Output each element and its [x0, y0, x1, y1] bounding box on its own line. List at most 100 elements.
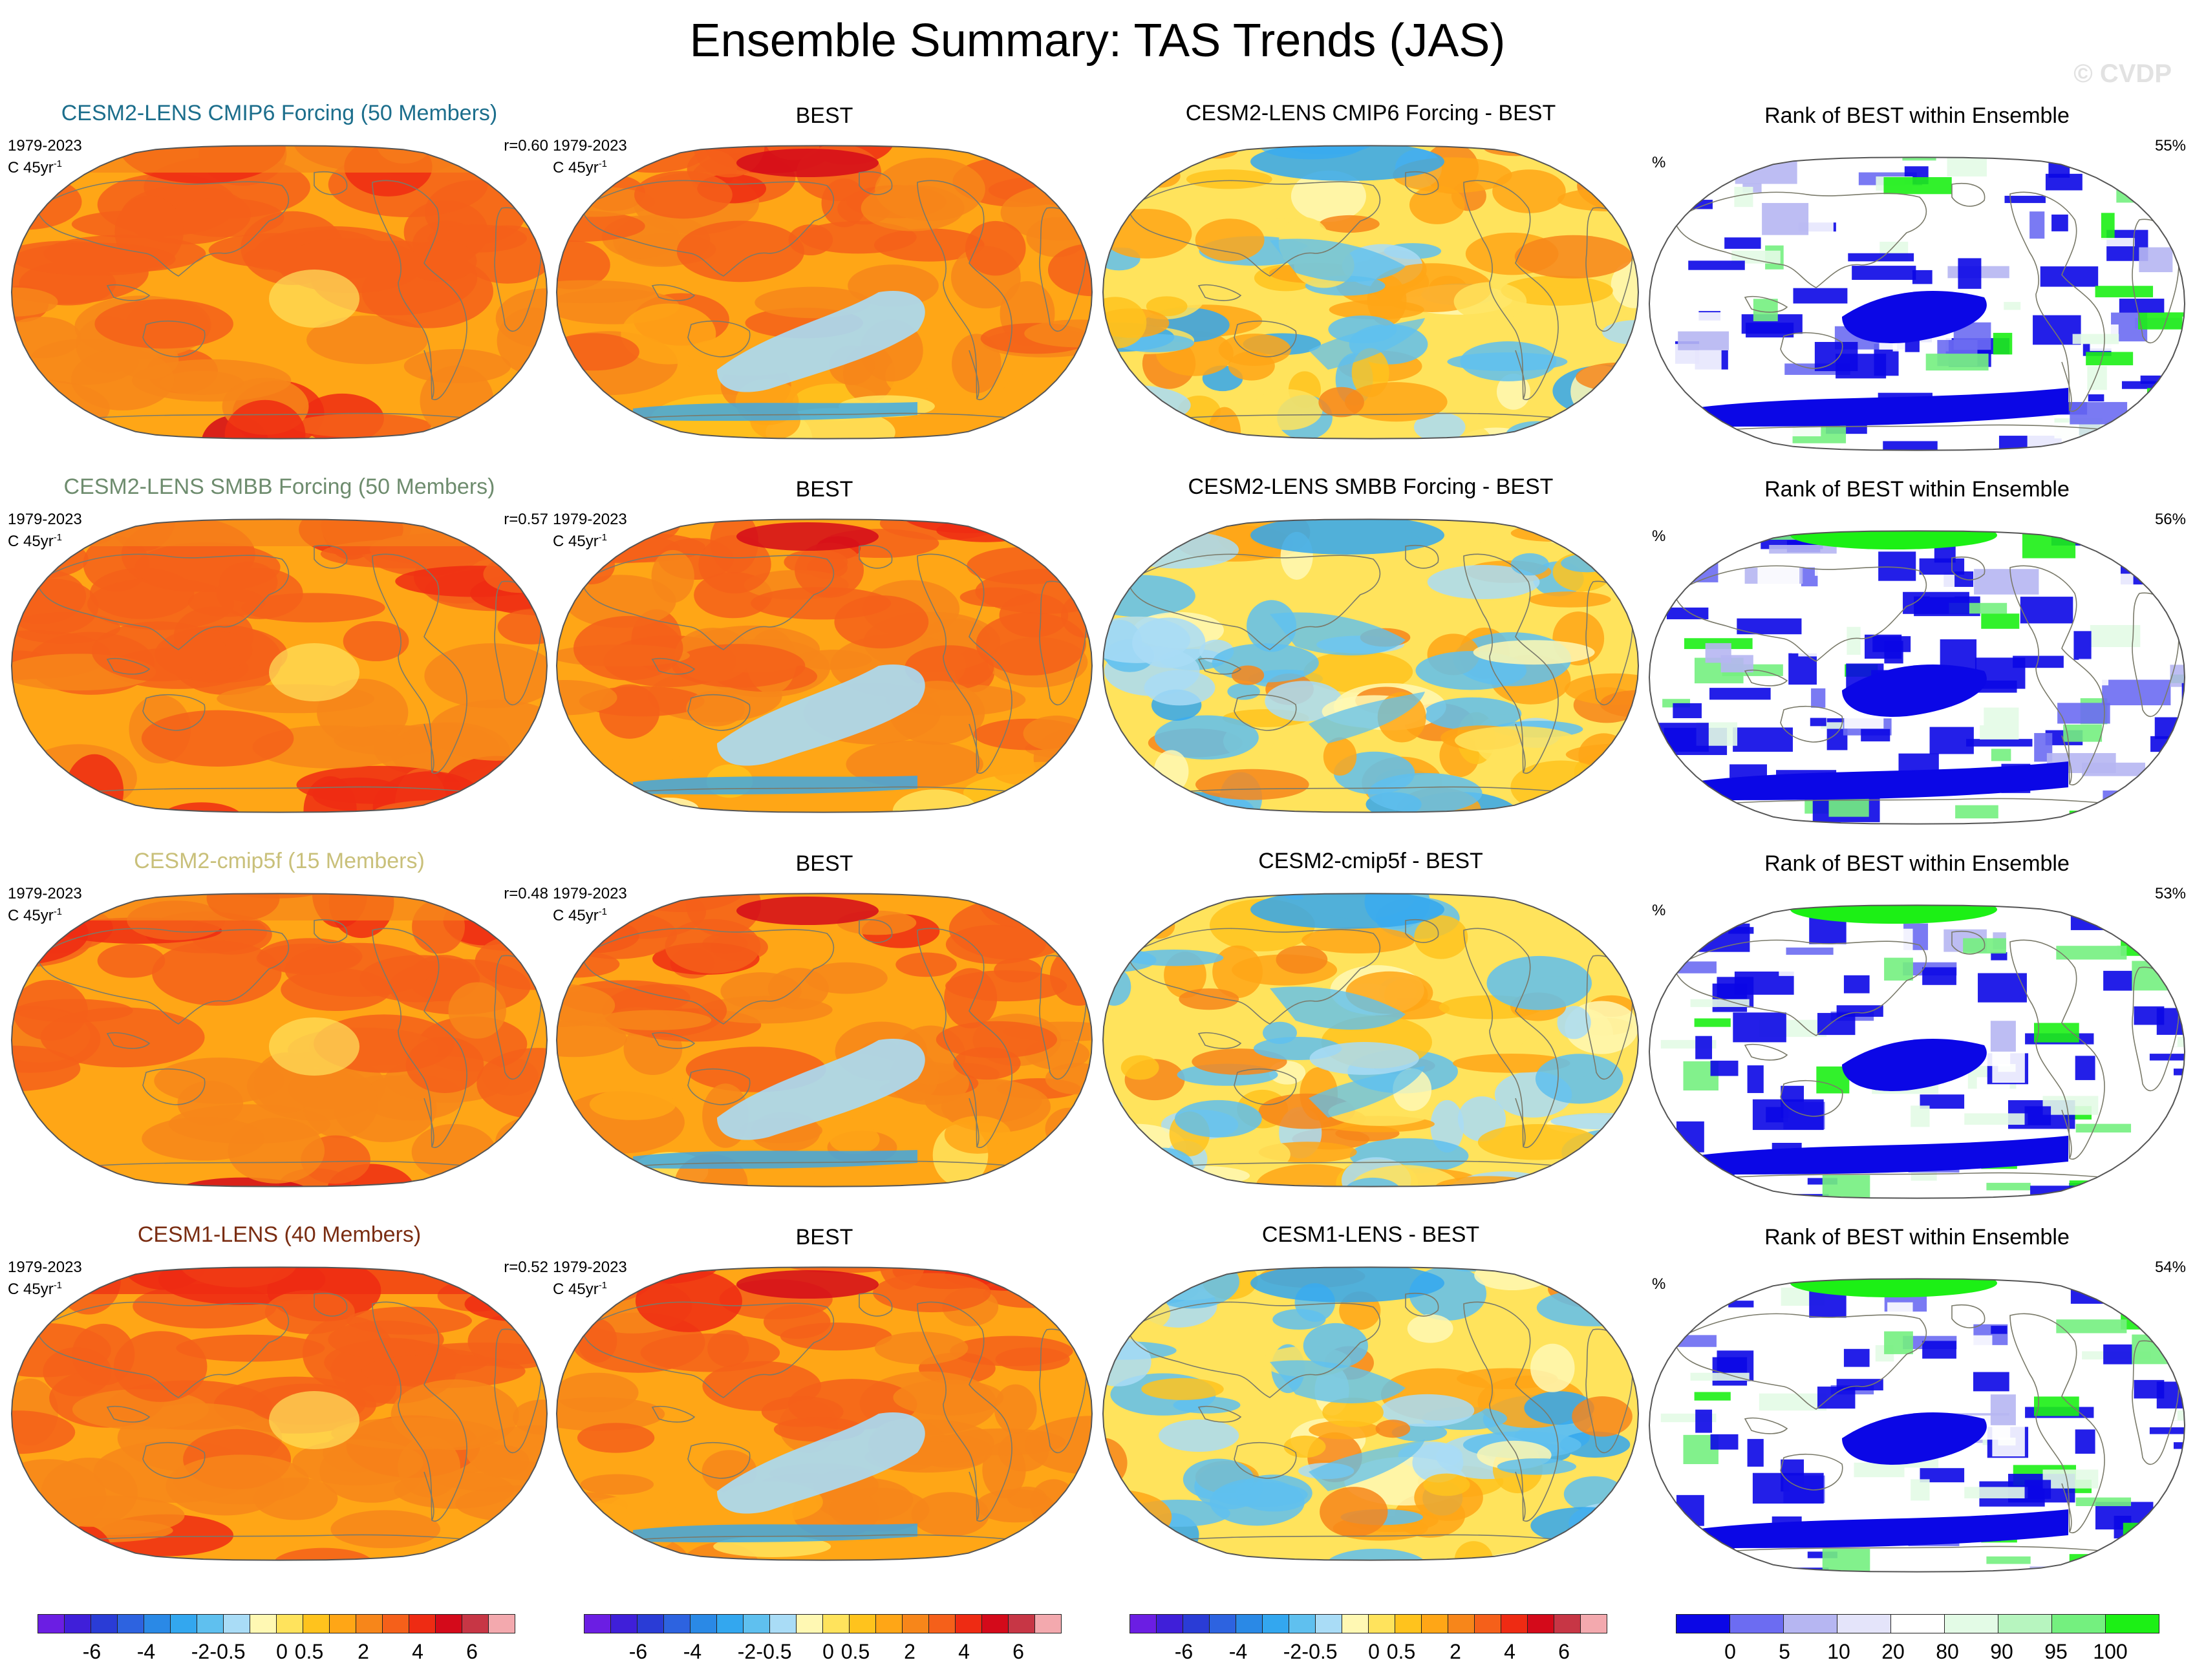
- panel-title: CESM2-LENS CMIP6 Forcing - BEST: [1185, 101, 1556, 125]
- colorbar-swatch: [1729, 1614, 1784, 1633]
- colorbar-swatch: [637, 1614, 664, 1633]
- obs-panel: BEST 1979-2023 C 45yr-1: [553, 851, 1096, 1204]
- obs-panel: BEST 1979-2023 C 45yr-1: [553, 103, 1096, 456]
- colorbar-tick-label: 0.5: [294, 1640, 324, 1663]
- colorbar-tick-label: -2: [191, 1640, 210, 1663]
- obs-field: [557, 893, 1092, 1187]
- colorbar-tick-label: 0: [822, 1640, 834, 1663]
- colorbar-swatch: [1289, 1614, 1316, 1633]
- colorbar-tick-label: 0.5: [841, 1640, 870, 1663]
- colorbar-swatch: [117, 1614, 144, 1633]
- diff-field: [1103, 145, 1638, 439]
- units-label: C 45yr: [553, 907, 599, 924]
- panel-title: Rank of BEST within Ensemble: [1764, 477, 2070, 502]
- model-field: [12, 519, 547, 813]
- colorbar-swatch: [1034, 1614, 1062, 1633]
- colorbar-swatch: [1580, 1614, 1607, 1633]
- colorbar-swatch: [356, 1614, 383, 1633]
- colorbar-tick-label: 4: [1504, 1640, 1515, 1663]
- map-outline: [555, 518, 1093, 813]
- colorbar-swatch: [1262, 1614, 1289, 1633]
- period-units-label: 1979-2023 C 45yr-1: [553, 137, 627, 177]
- units-exponent: -1: [598, 906, 608, 917]
- panel-title: BEST: [795, 1225, 853, 1249]
- period-label: 1979-2023: [553, 885, 627, 902]
- model-field: [12, 893, 547, 1187]
- map-outline: [10, 893, 548, 1187]
- rank-field: [1649, 1279, 2185, 1572]
- colorbar-tick-label: 5: [1779, 1640, 1790, 1663]
- colorbar-swatch: [1501, 1614, 1528, 1633]
- colorbar-tick-label: 0.5: [1386, 1640, 1416, 1663]
- map-outline: [1102, 145, 1640, 440]
- colorbar-tick-label: 6: [1558, 1640, 1570, 1663]
- map-outline: [555, 145, 1093, 440]
- map-outline: [10, 145, 548, 440]
- colorbar-swatch: [1421, 1614, 1448, 1633]
- colorbar-swatches: [37, 1614, 515, 1633]
- colorbar-swatch: [1183, 1614, 1210, 1633]
- diff-panel: CESM1-LENS - BEST: [1099, 1222, 1642, 1577]
- colorbar-swatch: [1008, 1614, 1035, 1633]
- colorbar-swatch: [1998, 1614, 2052, 1633]
- obs-field: [557, 145, 1092, 439]
- colorbar-swatch: [849, 1614, 876, 1633]
- colorbar-swatch: [2105, 1614, 2159, 1633]
- colorbar-tick-label: -2: [1283, 1640, 1302, 1663]
- colorbar-tick-label: -0.5: [756, 1640, 792, 1663]
- map-outline: [1102, 1266, 1640, 1561]
- pattern-correlation: r=0.60: [504, 137, 548, 154]
- pattern-correlation: r=0.52: [504, 1259, 548, 1276]
- colorbar-swatch: [144, 1614, 171, 1633]
- colorbar-swatch: [409, 1614, 436, 1633]
- colorbar-swatch: [902, 1614, 929, 1633]
- colorbar-tick-label: -0.5: [209, 1640, 246, 1663]
- map-outline: [555, 1266, 1093, 1561]
- rank-panel: Rank of BEST within Ensemble% 55%: [1645, 103, 2189, 456]
- colorbar-swatch: [1156, 1614, 1183, 1633]
- colorbar-tick-label: -4: [683, 1640, 702, 1663]
- units-label: C 45yr: [8, 1281, 54, 1298]
- trend-colorbar: -6 -4 -2 -0.5 0 0.5 2 4 6: [584, 1614, 1075, 1679]
- colorbar-swatch: [1554, 1614, 1581, 1633]
- map-outline: [10, 518, 548, 813]
- rank-map: [1648, 1278, 2186, 1573]
- rank-colorbar: 0 5 10 20 80 90 95 100: [1676, 1614, 2167, 1679]
- period-label: 1979-2023: [8, 511, 82, 528]
- colorbar-swatch: [981, 1614, 1009, 1633]
- percent-unit-label: %: [1652, 902, 1666, 919]
- colorbar-swatch: [170, 1614, 197, 1633]
- colorbar-swatch: [223, 1614, 250, 1633]
- colorbar-swatch: [1783, 1614, 1837, 1633]
- diff-panel: CESM2-cmip5f - BEST: [1099, 849, 1642, 1204]
- map-outline: [1648, 156, 2186, 451]
- figure-title: Ensemble Summary: TAS Trends (JAS): [689, 15, 1506, 67]
- diff-map: [1102, 893, 1640, 1187]
- panel-title: Rank of BEST within Ensemble: [1764, 103, 2070, 128]
- period-units-label: 1979-2023 C 45yr-1: [8, 137, 82, 177]
- colorbar-swatch: [1368, 1614, 1395, 1633]
- model-map: [10, 518, 548, 813]
- colorbar-swatch: [743, 1614, 770, 1633]
- period-units-label: 1979-2023 C 45yr-1: [553, 885, 627, 925]
- rank-field: [1649, 905, 2185, 1198]
- colorbar-swatch: [1676, 1614, 1730, 1633]
- map-outline: [10, 1266, 548, 1561]
- units-label: C 45yr: [553, 1281, 599, 1298]
- colorbar-tick-label: 2: [904, 1640, 915, 1663]
- panel-title: CESM1-LENS (40 Members): [137, 1222, 422, 1247]
- colorbar-swatch: [462, 1614, 489, 1633]
- units-label: C 45yr: [553, 533, 599, 550]
- colorbar-swatch: [37, 1614, 65, 1633]
- period-label: 1979-2023: [8, 885, 82, 902]
- period-units-label: 1979-2023 C 45yr-1: [8, 511, 82, 551]
- period-units-label: 1979-2023 C 45yr-1: [553, 1259, 627, 1299]
- colorbar-swatch: [1342, 1614, 1369, 1633]
- colorbar-swatch: [488, 1614, 515, 1633]
- obs-panel: BEST 1979-2023 C 45yr-1: [553, 1225, 1096, 1577]
- diff-map: [1102, 518, 1640, 813]
- colorbar-swatch: [2051, 1614, 2106, 1633]
- colorbar-tick-label: 2: [358, 1640, 369, 1663]
- model-panel: CESM2-cmip5f (15 Members) 1979-2023 C 45y…: [8, 849, 551, 1204]
- panel-title: CESM2-LENS SMBB Forcing (50 Members): [63, 474, 495, 499]
